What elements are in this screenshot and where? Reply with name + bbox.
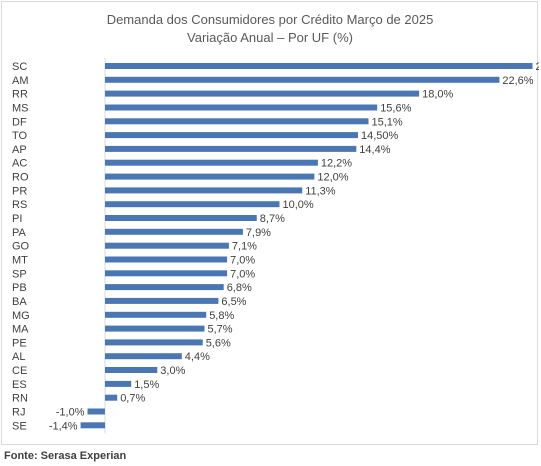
category-label: ES [12, 379, 27, 391]
bar-ap [105, 145, 357, 152]
bar-ma [105, 325, 205, 332]
data-label: 6,8% [227, 282, 252, 294]
bar-to [105, 132, 358, 139]
data-label: 7,9% [246, 227, 271, 239]
data-label: -1,4% [49, 420, 78, 432]
category-label: AM [12, 75, 29, 87]
chart-frame: Demanda dos Consumidores por Crédito Mar… [1, 1, 540, 445]
category-label: PB [12, 282, 27, 294]
bar-ba [105, 297, 219, 304]
category-label: RN [12, 393, 28, 405]
bar-am [105, 76, 500, 83]
data-label: 4,4% [185, 351, 210, 363]
bar-chart: Demanda dos Consumidores por Crédito Mar… [12, 12, 540, 434]
category-label: SP [12, 268, 27, 280]
data-label: 5,7% [208, 324, 233, 336]
category-label: RO [12, 172, 29, 184]
category-label: RS [12, 199, 27, 211]
data-label: 12,2% [321, 158, 352, 170]
category-label: BA [12, 296, 27, 308]
category-label: MS [12, 103, 29, 115]
bar-sc [105, 63, 533, 69]
chart-title: Demanda dos Consumidores por Crédito Mar… [107, 12, 434, 27]
data-label: -1,0% [56, 407, 85, 419]
data-label: 6,5% [221, 296, 246, 308]
data-label: 7,0% [230, 255, 255, 267]
bar-pa [105, 228, 243, 235]
bar-mg [105, 311, 207, 318]
bar-rn [105, 394, 118, 401]
category-label: MG [12, 310, 30, 322]
category-label: DF [12, 116, 27, 128]
source-note: Fonte: Serasa Experian [4, 450, 127, 462]
bar-ce [105, 367, 158, 373]
category-label: TO [12, 130, 28, 142]
bar-go [105, 242, 229, 249]
bar-df [105, 118, 369, 125]
category-label: SE [12, 420, 27, 432]
bar-pe [105, 339, 203, 346]
data-label: 14,50% [361, 130, 399, 142]
data-label: 5,8% [209, 310, 234, 322]
bar-al [105, 353, 182, 360]
category-label: CE [12, 365, 27, 377]
category-label: PA [12, 227, 27, 239]
category-label: PE [12, 337, 27, 349]
data-label: 8,7% [260, 213, 285, 225]
data-label: 7,0% [230, 268, 255, 280]
category-label: RR [12, 89, 28, 101]
data-label: 1,5% [134, 379, 159, 391]
bar-rs [105, 201, 280, 208]
data-label: 12,0% [317, 172, 348, 184]
data-label: 24,5% [536, 61, 540, 73]
category-label: SC [12, 61, 27, 73]
bars-layer: SC 24,5% AM 22,6% RR 18,0% MS 15,6% DF 15,1% TO 14,… [12, 58, 540, 434]
data-label: 11,3% [305, 185, 336, 197]
bar-ms [105, 104, 378, 111]
bar-pb [105, 284, 224, 291]
category-label: PR [12, 185, 27, 197]
bar-pi [105, 215, 257, 221]
data-label: 15,6% [380, 103, 411, 115]
category-label: MT [12, 255, 28, 267]
category-label: AC [12, 158, 27, 170]
bar-rr [105, 90, 420, 97]
data-label: 22,6% [502, 75, 533, 87]
data-label: 10,0% [283, 199, 314, 211]
data-label: 15,1% [372, 116, 403, 128]
category-label: AP [12, 144, 27, 156]
data-label: 0,7% [120, 393, 145, 405]
bar-sp [105, 270, 228, 277]
data-label: 3,0% [160, 365, 185, 377]
bar-es [105, 380, 132, 387]
data-label: 14,4% [359, 144, 390, 156]
bar-ro [105, 173, 315, 180]
category-label: MA [12, 324, 29, 336]
category-label: GO [12, 241, 30, 253]
bar-mt [105, 256, 228, 263]
chart-subtitle: Variação Anual – Por UF (%) [187, 30, 353, 45]
data-label: 7,1% [232, 241, 257, 253]
bar-rj [87, 408, 105, 415]
data-label: 5,6% [206, 337, 231, 349]
bar-se [80, 422, 105, 429]
data-label: 18,0% [422, 89, 453, 101]
category-label: PI [12, 213, 22, 225]
bar-pr [105, 187, 303, 194]
category-label: AL [12, 351, 25, 363]
bar-ac [105, 159, 318, 166]
category-label: RJ [12, 407, 25, 419]
